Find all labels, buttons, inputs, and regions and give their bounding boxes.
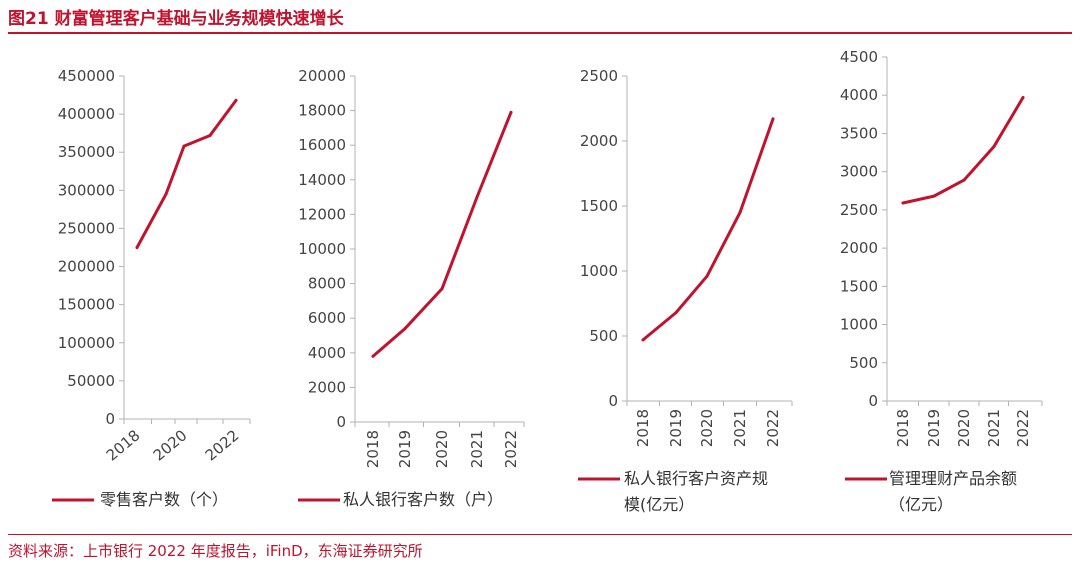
x-tick-label: 2018 [894, 409, 912, 447]
x-tick-label: 2019 [396, 430, 414, 468]
data-point [208, 133, 212, 137]
data-point [182, 144, 186, 148]
chart-1: 0 50000 100000 150000 200000 250000 300000 3500… [52, 67, 251, 509]
figure-title: 图21 财富管理客户基础与业务规模快速增长 [8, 9, 344, 29]
data-point [1021, 96, 1025, 100]
data-point [475, 195, 479, 199]
y-tick-label: 0 [336, 413, 346, 431]
legend-label: 零售客户数（个） [100, 490, 228, 509]
x-tick-label: 2020 [955, 409, 973, 447]
y-tick-label: 2500 [840, 201, 878, 219]
y-tick-label: 1500 [840, 277, 878, 295]
x-tick-label: 2019 [925, 409, 943, 447]
data-point [371, 354, 375, 358]
data-point [962, 178, 966, 182]
title-rule [8, 32, 1072, 34]
x-tick-label: 2021 [731, 409, 749, 447]
y-tick-label: 450000 [58, 67, 115, 85]
x-tick-label: 2018 [634, 409, 652, 447]
x-tick-label: 2021 [985, 409, 1003, 447]
chart-4: 0 500 1000 1500 2000 2500 3000 3500 4000 4500 2018… [840, 48, 1043, 514]
series-line [135, 98, 238, 249]
y-tick-label: 1000 [580, 262, 618, 280]
x-tick-label: 2018 [103, 426, 144, 464]
x-tick-label: 2022 [202, 426, 243, 464]
x-tick-label: 2022 [502, 430, 520, 468]
data-point [135, 246, 139, 249]
y-tick-label: 250000 [58, 219, 115, 237]
data-point [901, 201, 905, 205]
y-tick-label: 18000 [298, 102, 346, 120]
series-line [641, 117, 775, 342]
y-tick-label: 6000 [308, 309, 346, 327]
y-tick-label: 1500 [580, 197, 618, 215]
y-tick-label: 350000 [58, 143, 115, 161]
data-point [771, 117, 775, 121]
y-tick-label: 200000 [58, 258, 115, 276]
data-point [641, 338, 645, 342]
x-tick-label: 2022 [764, 409, 782, 447]
x-tick-label: 2020 [433, 430, 451, 468]
y-tick-label: 3500 [840, 124, 878, 142]
legend-label: 私人银行客户资产规 [624, 469, 768, 488]
y-tick-label: 0 [868, 392, 878, 410]
data-point [509, 110, 513, 114]
source-note: 资料来源：上市银行 2022 年度报告，iFinD，东海证券研究所 [8, 542, 423, 560]
y-tick-label: 4500 [840, 48, 878, 66]
chart-2: 0 2000 4000 6000 8000 10000 12000 14000 16000 180… [298, 67, 525, 509]
x-tick-label: 2018 [364, 430, 382, 468]
data-point [440, 287, 444, 291]
y-tick-label: 14000 [298, 171, 346, 189]
legend-label: 私人银行客户数（户） [343, 490, 503, 509]
y-tick-label: 1000 [840, 316, 878, 334]
x-tick-label: 2020 [698, 409, 716, 447]
y-tick-label: 3000 [840, 163, 878, 181]
legend-label: （亿元） [889, 495, 953, 514]
y-tick-label: 2000 [308, 378, 346, 396]
y-tick-label: 50000 [67, 372, 115, 390]
y-tick-label: 20000 [298, 67, 346, 85]
y-tick-label: 2000 [580, 132, 618, 150]
series-line [371, 110, 513, 358]
legend-label: 模(亿元） [624, 495, 694, 514]
x-tick-label: 2019 [667, 409, 685, 447]
y-tick-label: 500 [849, 354, 878, 372]
y-tick-label: 4000 [308, 344, 346, 362]
y-tick-label: 500 [589, 327, 618, 345]
data-point [403, 327, 407, 331]
y-tick-label: 400000 [58, 105, 115, 123]
y-tick-label: 100000 [58, 334, 115, 352]
y-tick-label: 8000 [308, 275, 346, 293]
data-point [992, 144, 996, 148]
y-tick-label: 2000 [840, 239, 878, 257]
data-point [738, 211, 742, 214]
y-tick-label: 12000 [298, 205, 346, 223]
y-tick-label: 0 [608, 392, 618, 410]
y-tick-label: 16000 [298, 136, 346, 154]
x-tick-label: 2021 [468, 430, 486, 468]
x-tick-label: 2020 [150, 426, 191, 464]
data-point [234, 98, 238, 102]
x-tick-label: 2022 [1014, 409, 1032, 447]
data-point [164, 192, 168, 196]
source-rule [8, 534, 1072, 535]
y-tick-label: 4000 [840, 86, 878, 104]
chart-3: 0 500 1000 1500 2000 2500 2018 2019 2020 2021 2022… [578, 67, 793, 514]
y-tick-label: 0 [105, 410, 115, 428]
y-tick-label: 2500 [580, 67, 618, 85]
y-tick-label: 10000 [298, 240, 346, 258]
y-tick-label: 300000 [58, 181, 115, 199]
y-tick-label: 150000 [58, 296, 115, 314]
series-line [901, 96, 1025, 205]
data-point [705, 274, 709, 278]
legend-label: 管理理财产品余额 [889, 469, 1017, 488]
data-point [674, 311, 678, 315]
data-point [932, 194, 936, 198]
